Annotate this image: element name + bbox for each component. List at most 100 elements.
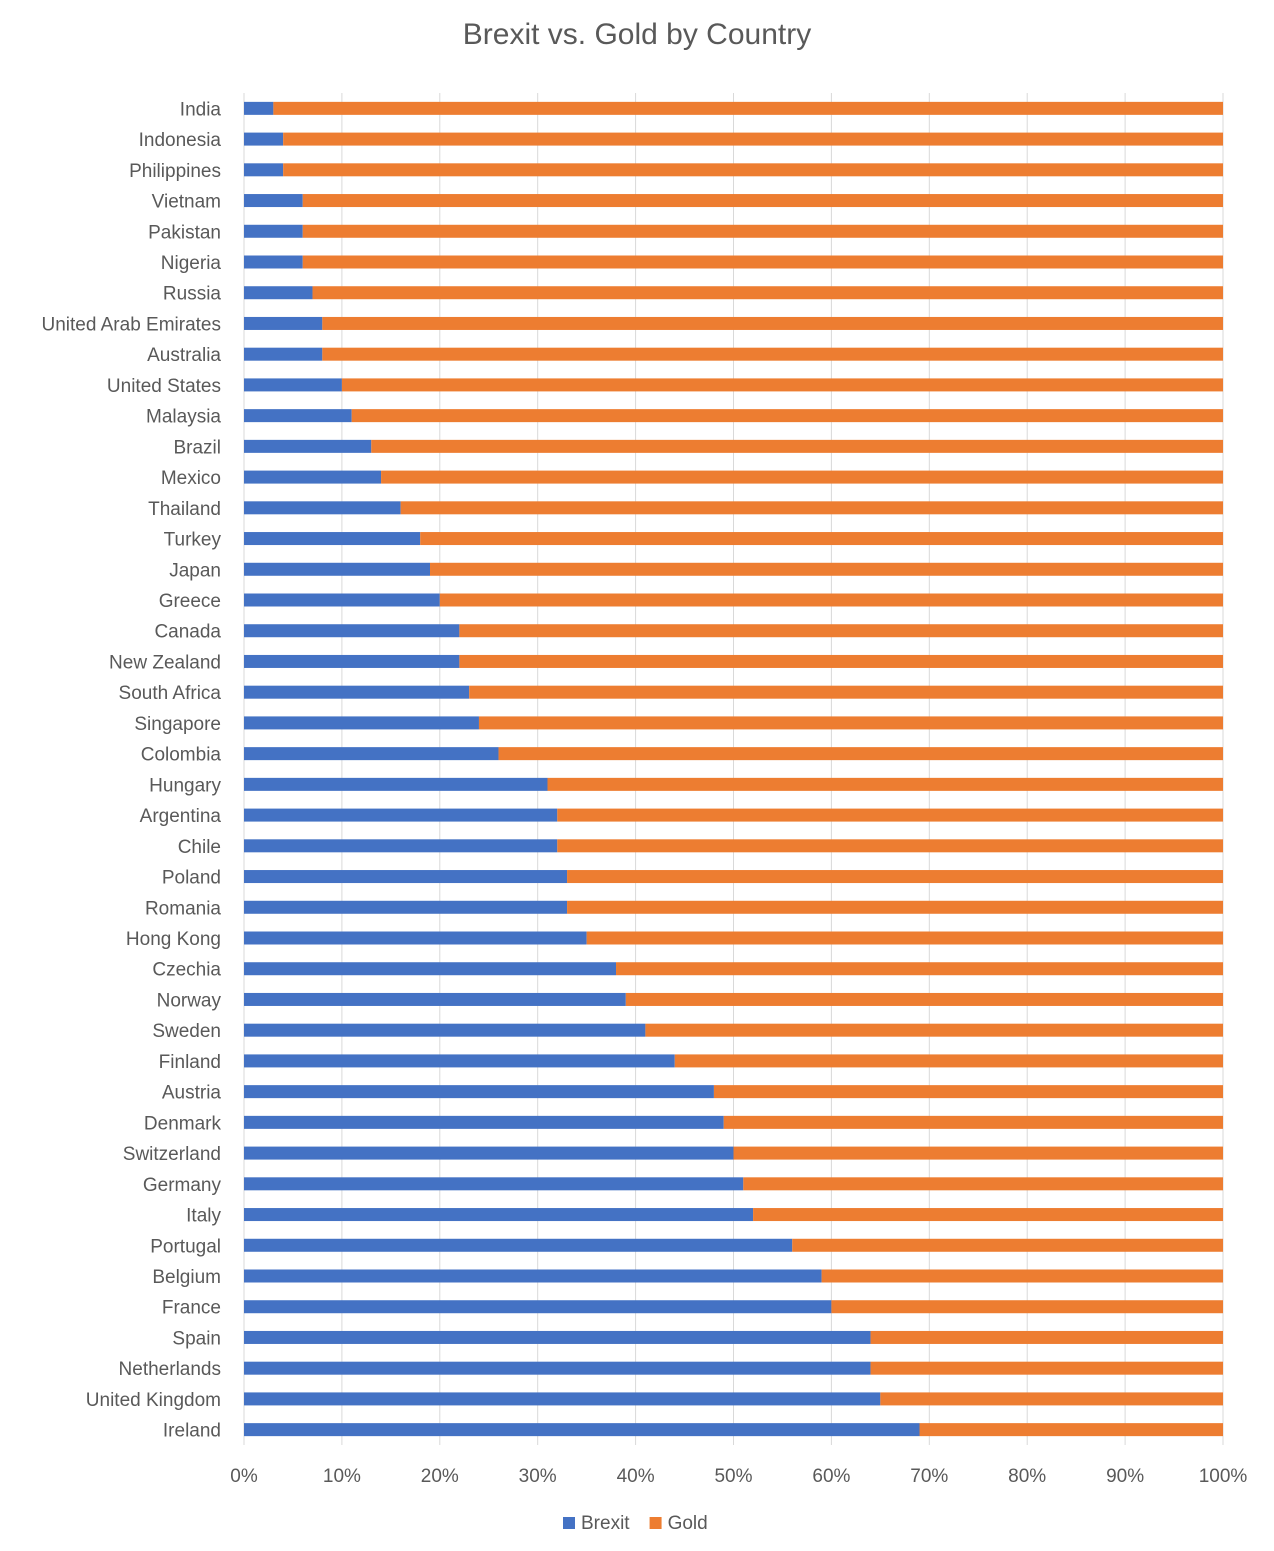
category-label: Belgium: [152, 1267, 221, 1288]
category-label: Italy: [186, 1206, 221, 1227]
category-label: Germany: [143, 1175, 222, 1196]
bar-brexit: [244, 224, 303, 238]
category-label: Colombia: [141, 745, 222, 766]
x-tick-label: 30%: [519, 1466, 557, 1487]
bar-gold: [567, 900, 1223, 914]
legend-label-gold: Gold: [668, 1513, 708, 1534]
bar-brexit: [244, 962, 617, 976]
bars: [244, 101, 1224, 1437]
bar-gold: [880, 1392, 1223, 1406]
bar-gold: [557, 808, 1223, 822]
bar-brexit: [244, 624, 460, 638]
category-label: Sweden: [152, 1021, 221, 1042]
bar-brexit: [244, 1146, 734, 1160]
bar-brexit: [244, 1423, 920, 1437]
bar-gold: [567, 870, 1223, 884]
bar-brexit: [244, 747, 499, 761]
bar-brexit: [244, 1085, 714, 1099]
bar-brexit: [244, 347, 323, 361]
bar-brexit: [244, 532, 421, 546]
bar-brexit: [244, 870, 568, 884]
x-tick-label: 0%: [230, 1466, 258, 1487]
bar-gold: [498, 747, 1223, 761]
bar-brexit: [244, 1238, 793, 1252]
bar-gold: [557, 839, 1223, 853]
bar-gold: [616, 962, 1223, 976]
bar-brexit: [244, 1269, 822, 1283]
category-label: Japan: [169, 560, 221, 581]
bar-gold: [478, 716, 1224, 730]
bar-gold: [625, 992, 1223, 1006]
bar-brexit: [244, 1023, 646, 1037]
bar-brexit: [244, 286, 313, 300]
bar-gold: [645, 1023, 1223, 1037]
bar-brexit: [244, 1392, 881, 1406]
bar-brexit: [244, 777, 548, 791]
bar-brexit: [244, 101, 274, 115]
x-tick-label: 80%: [1008, 1466, 1046, 1487]
bar-gold: [459, 654, 1223, 668]
bar-gold: [302, 224, 1223, 238]
category-label: France: [162, 1298, 221, 1319]
x-tick-label: 40%: [617, 1466, 655, 1487]
category-label: Poland: [162, 868, 221, 889]
category-label: Mexico: [161, 468, 221, 489]
bar-gold: [733, 1146, 1223, 1160]
category-label: Philippines: [129, 161, 221, 182]
bar-gold: [351, 409, 1223, 423]
bar-gold: [753, 1208, 1223, 1222]
x-tick-label: 10%: [323, 1466, 361, 1487]
bar-gold: [322, 347, 1223, 361]
bar-gold: [273, 101, 1223, 115]
bar-brexit: [244, 716, 479, 730]
bar-gold: [723, 1115, 1223, 1129]
x-tick-label: 70%: [910, 1466, 948, 1487]
bar-brexit: [244, 439, 372, 453]
bar-brexit: [244, 808, 558, 822]
bar-gold: [713, 1085, 1223, 1099]
bar-gold: [381, 470, 1223, 484]
category-label: Norway: [157, 990, 222, 1011]
bar-gold: [283, 163, 1223, 177]
category-label: Canada: [154, 622, 221, 643]
category-label: Hungary: [149, 775, 221, 796]
x-tick-labels: 0% 10% 20% 30% 40% 50% 60% 70% 80% 90% 100%: [230, 1466, 1247, 1487]
category-label: Argentina: [140, 806, 222, 827]
bar-brexit: [244, 1300, 832, 1314]
category-label: Spain: [172, 1328, 221, 1349]
category-label: Indonesia: [139, 130, 222, 151]
category-label: Romania: [145, 898, 221, 919]
bar-brexit: [244, 378, 342, 392]
category-label: Hong Kong: [126, 929, 221, 950]
bar-brexit: [244, 1115, 724, 1129]
bar-gold: [792, 1238, 1223, 1252]
bar-gold: [302, 255, 1223, 269]
bar-gold: [743, 1177, 1223, 1191]
bar-gold: [459, 624, 1223, 638]
bar-brexit: [244, 132, 284, 146]
x-tick-label: 100%: [1199, 1466, 1248, 1487]
bar-gold: [870, 1330, 1223, 1344]
bar-gold: [919, 1423, 1223, 1437]
bar-brexit: [244, 194, 303, 208]
category-label: Chile: [178, 837, 221, 858]
legend: Brexit Gold: [563, 1513, 708, 1534]
bar-gold: [674, 1054, 1223, 1068]
category-label: Turkey: [164, 530, 222, 551]
bar-brexit: [244, 1330, 871, 1344]
category-label: Ireland: [163, 1421, 221, 1442]
x-tick-label: 60%: [812, 1466, 850, 1487]
x-tick-label: 20%: [421, 1466, 459, 1487]
category-label: Czechia: [152, 960, 221, 981]
legend-label-brexit: Brexit: [581, 1513, 630, 1534]
category-label: Vietnam: [152, 192, 221, 213]
bar-brexit: [244, 654, 460, 668]
category-label: Australia: [147, 345, 221, 366]
category-label: Finland: [159, 1052, 221, 1073]
category-label: Nigeria: [161, 253, 222, 274]
chart-title: Brexit vs. Gold by Country: [462, 18, 812, 51]
bar-brexit: [244, 163, 284, 177]
category-label: Thailand: [148, 499, 221, 520]
bar-brexit: [244, 1177, 744, 1191]
